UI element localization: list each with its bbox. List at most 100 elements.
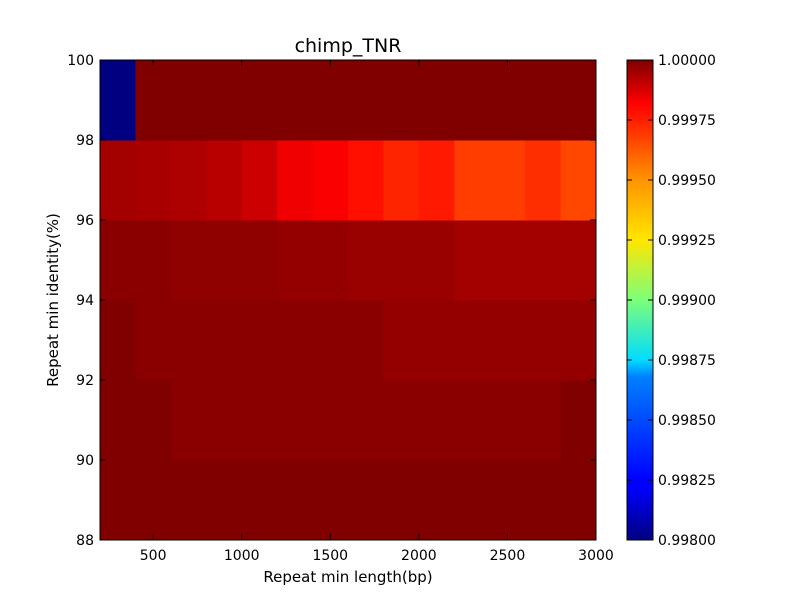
colorbar-tick-label: 0.99825 xyxy=(658,473,716,489)
heatmap-cell xyxy=(206,380,243,461)
heatmap-cell xyxy=(135,60,172,141)
heatmap-cell xyxy=(277,140,314,221)
heatmap-cell xyxy=(312,60,349,141)
heatmap-cell xyxy=(348,380,384,461)
heatmap-cell xyxy=(100,300,136,381)
heatmap-cell xyxy=(241,60,278,141)
heatmap-cells xyxy=(100,60,597,541)
x-axis-label: Repeat min length(bp) xyxy=(263,568,432,586)
heatmap-cell xyxy=(312,300,349,381)
y-tick-label: 100 xyxy=(67,53,94,69)
heatmap-cell xyxy=(312,140,349,221)
heatmap-cell xyxy=(383,460,420,541)
heatmap-cell xyxy=(135,300,172,381)
heatmap-cell xyxy=(206,460,243,541)
heatmap-cell xyxy=(418,380,455,461)
heatmap-cell xyxy=(277,300,314,381)
heatmap-cell xyxy=(454,140,491,221)
heatmap-cell xyxy=(206,60,243,141)
heatmap-cell xyxy=(454,60,491,141)
heatmap-cell xyxy=(525,460,562,541)
x-tick-label: 500 xyxy=(140,548,167,564)
heatmap-cell xyxy=(348,460,384,541)
heatmap-cell xyxy=(170,60,207,141)
heatmap-cell xyxy=(383,380,420,461)
heatmap-cell xyxy=(454,460,491,541)
heatmap-cell xyxy=(454,380,491,461)
heatmap-cell xyxy=(170,460,207,541)
heatmap-cell xyxy=(170,380,207,461)
heatmap-cell xyxy=(489,140,526,221)
heatmap-cell xyxy=(312,380,349,461)
y-tick-label: 92 xyxy=(76,373,94,389)
heatmap-cell xyxy=(277,60,314,141)
heatmap-cell xyxy=(348,220,384,301)
heatmap-cell xyxy=(100,380,136,461)
heatmap-cell xyxy=(560,300,597,381)
x-axis-ticks: 500 1000 1500 2000 2500 3000 xyxy=(140,60,614,564)
heatmap-cell xyxy=(489,380,526,461)
heatmap-cell xyxy=(525,300,562,381)
heatmap-cell xyxy=(560,460,597,541)
heatmap-cell xyxy=(560,220,597,301)
colorbar-tick-label: 0.99900 xyxy=(658,293,716,309)
heatmap-cell xyxy=(135,140,172,221)
heatmap-cell xyxy=(277,460,314,541)
chart-title: chimp_TNR xyxy=(295,35,402,57)
heatmap-cell xyxy=(277,380,314,461)
colorbar-tick-label: 0.99850 xyxy=(658,413,716,429)
x-tick-label: 2000 xyxy=(401,548,437,564)
heatmap-cell xyxy=(383,60,420,141)
heatmap-cell xyxy=(560,60,597,141)
heatmap-cell xyxy=(525,380,562,461)
colorbar-tick-label: 0.99975 xyxy=(658,113,716,129)
heatmap-cell xyxy=(348,300,384,381)
heatmap-cell xyxy=(206,220,243,301)
y-axis-ticks: 88 90 92 94 96 98 100 xyxy=(67,53,596,549)
y-tick-label: 90 xyxy=(76,453,94,469)
heatmap-cell xyxy=(241,300,278,381)
heatmap-cell xyxy=(135,380,172,461)
heatmap-cell xyxy=(241,460,278,541)
heatmap-cell xyxy=(418,460,455,541)
heatmap-cell xyxy=(135,460,172,541)
y-tick-label: 98 xyxy=(76,133,94,149)
heatmap-cell xyxy=(418,60,455,141)
y-tick-label: 96 xyxy=(76,213,94,229)
heatmap-cell xyxy=(489,60,526,141)
heatmap-cell xyxy=(348,140,384,221)
heatmap-cell xyxy=(241,380,278,461)
colorbar-tick-label: 0.99950 xyxy=(658,173,716,189)
colorbar-tick-label: 0.99925 xyxy=(658,233,716,249)
heatmap-cell xyxy=(560,380,597,461)
heatmap-cell xyxy=(489,460,526,541)
heatmap-cell xyxy=(383,300,420,381)
heatmap-cell xyxy=(348,60,384,141)
heatmap-cell xyxy=(525,140,562,221)
heatmap-cell xyxy=(100,140,136,221)
x-tick-label: 2500 xyxy=(490,548,526,564)
heatmap-cell xyxy=(489,300,526,381)
heatmap-cell xyxy=(241,140,278,221)
heatmap-cell xyxy=(312,220,349,301)
heatmap-cell xyxy=(525,60,562,141)
y-axis-label: Repeat min identity(%) xyxy=(44,213,62,387)
heatmap-cell xyxy=(241,220,278,301)
x-tick-label: 1500 xyxy=(312,548,348,564)
y-tick-label: 94 xyxy=(76,293,94,309)
heatmap-cell xyxy=(312,460,349,541)
heatmap-cell xyxy=(454,220,491,301)
heatmap-cell xyxy=(454,300,491,381)
heatmap-cell xyxy=(525,220,562,301)
heatmap-cell xyxy=(170,300,207,381)
heatmap-cell xyxy=(383,220,420,301)
heatmap-cell xyxy=(170,220,207,301)
heatmap-cell xyxy=(100,60,136,141)
heatmap-cell xyxy=(135,220,172,301)
heatmap-cell xyxy=(383,140,420,221)
heatmap-cell xyxy=(418,220,455,301)
heatmap-cell xyxy=(100,220,136,301)
heatmap-cell xyxy=(560,140,597,221)
y-tick-label: 88 xyxy=(76,533,94,549)
